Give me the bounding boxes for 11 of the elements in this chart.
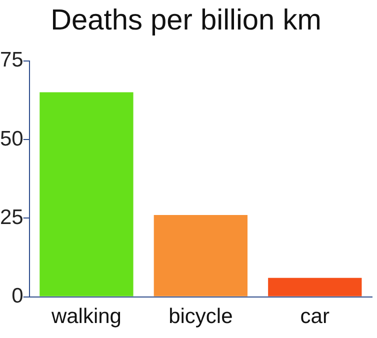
y-tick-label: 0 <box>12 284 24 308</box>
y-tick-label: 50 <box>0 127 24 150</box>
bar <box>154 214 248 296</box>
bar <box>40 92 134 296</box>
chart-title: Deaths per billion km <box>50 4 322 36</box>
bar <box>268 278 362 296</box>
x-tick-label: car <box>300 305 330 328</box>
y-tick-label: 25 <box>0 206 24 229</box>
x-tick-label: walking <box>50 305 122 328</box>
x-tick-label: bicycle <box>168 305 233 328</box>
y-tick-label: 75 <box>0 48 24 72</box>
